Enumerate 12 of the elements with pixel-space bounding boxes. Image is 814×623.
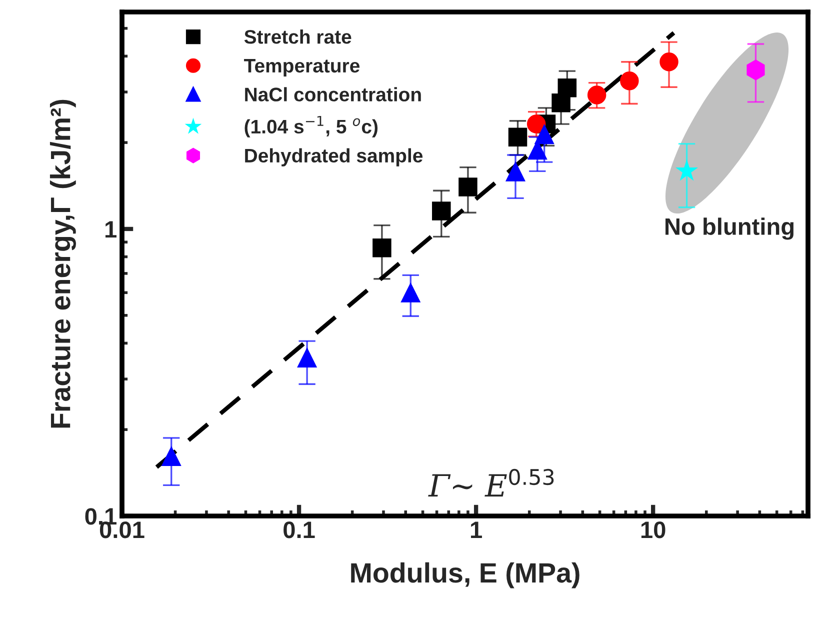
x-tick-label: 1 [470, 522, 482, 538]
annotation: Γ~ E$^{0.53}$ [428, 468, 554, 496]
x-axis-title: Modulus, E (MPa) [351, 562, 580, 588]
legend-label: Temperature [244, 59, 360, 76]
legend-label: Stretch rate [244, 30, 352, 44]
x-tick-label: 10 [641, 521, 666, 538]
legend-label: NaCl concentration [245, 87, 421, 102]
annotation: No blunting [666, 218, 794, 240]
legend-label: (1.04 s$^{−1}$, 5 $^{o}$c) [244, 116, 378, 138]
legend-label: Dehydrated sample [245, 148, 423, 166]
y-axis-title: Fracture energy,Γ (kJ/m²) [50, 100, 76, 428]
x-tick-label: 0.1 [284, 521, 315, 538]
